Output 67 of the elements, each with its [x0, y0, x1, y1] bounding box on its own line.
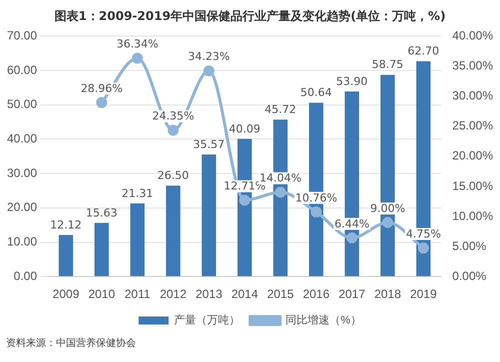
x-tick-label: 2019: [410, 287, 438, 302]
x-tick-label: 2018: [374, 287, 402, 302]
data-label: 6.44%: [334, 217, 370, 230]
bar: [94, 222, 109, 276]
y2-tick-label: 0.00%: [452, 268, 487, 283]
x-tick-label: 2012: [160, 287, 187, 302]
y-tick-label: 20.00: [7, 200, 38, 214]
y2-tick-label: 15.00%: [452, 178, 494, 193]
chart-title: 图表1：2009-2019年中国保健品行业产量及变化趋势(单位：万吨，%): [53, 8, 447, 25]
y-tick-label: 0.00: [14, 268, 38, 283]
data-label: 10.76%: [295, 191, 338, 204]
data-label: 45.72: [264, 102, 296, 116]
point: [346, 232, 358, 244]
y-tick-label: 60.00: [7, 62, 38, 77]
y-tick-label: 70.00: [7, 28, 38, 43]
y2-tick-label: 30.00%: [452, 88, 494, 103]
point: [168, 124, 179, 136]
text: 资料来源：中国营养保健协会: [5, 336, 137, 350]
x-tick-label: 2011: [124, 287, 151, 302]
data-label: 14.04%: [259, 172, 302, 185]
y2-tick-label: 40.00%: [452, 28, 494, 43]
point: [310, 206, 322, 218]
data-label: 26.50: [157, 168, 189, 182]
x-tick-label: 2015: [267, 287, 294, 302]
y-tick-label: 50.00: [7, 97, 38, 112]
y2-tick-label: 35.00%: [452, 58, 494, 73]
x-tick-label: 2014: [231, 287, 258, 302]
data-label: 34.23%: [188, 50, 230, 64]
bar: [202, 154, 216, 276]
bar: [166, 186, 180, 276]
y-tick-label: 30.00: [7, 166, 38, 180]
data-label: 9.00%: [370, 202, 406, 215]
data-label: 40.09: [228, 122, 260, 136]
x-tick-label: 2013: [196, 287, 223, 302]
x-tick-label: 2016: [302, 287, 330, 302]
y2-tick-label: 20.00%: [452, 148, 494, 163]
point: [418, 242, 429, 254]
legend-label: 同比增速（%）: [286, 314, 362, 327]
data-label: 50.64: [300, 86, 332, 100]
y2-tick-label: 10.00%: [452, 208, 494, 223]
data-label: 12.12: [50, 218, 82, 232]
legend-label: 产量（万吨）: [174, 314, 240, 327]
y-tick-label: 40.00: [7, 132, 38, 146]
point: [96, 97, 108, 108]
point: [382, 217, 394, 228]
y2-tick-label: 5.00%: [452, 238, 487, 253]
point: [132, 52, 143, 64]
data-label: 53.90: [336, 74, 368, 88]
x-tick-label: 2010: [88, 287, 116, 302]
point: [203, 65, 214, 76]
y2-tick-label: 25.00%: [452, 118, 494, 133]
data-label: 35.57: [193, 138, 225, 151]
data-label: 15.63: [86, 206, 118, 220]
data-label: 58.75: [372, 58, 404, 72]
point: [239, 194, 250, 206]
data-label: 24.35%: [152, 110, 194, 123]
data-label: 28.96%: [80, 82, 123, 95]
point: [274, 186, 286, 198]
data-label: 36.34%: [116, 38, 158, 51]
bar: [130, 203, 145, 276]
x-tick-label: 2017: [338, 287, 366, 302]
y-tick-label: 10.00: [7, 234, 38, 249]
bar: [58, 234, 74, 276]
data-label: 4.75%: [406, 227, 441, 240]
x-tick-label: 2009: [52, 287, 80, 302]
data-label: 62.70: [408, 44, 440, 58]
data-label: 21.31: [122, 186, 154, 200]
